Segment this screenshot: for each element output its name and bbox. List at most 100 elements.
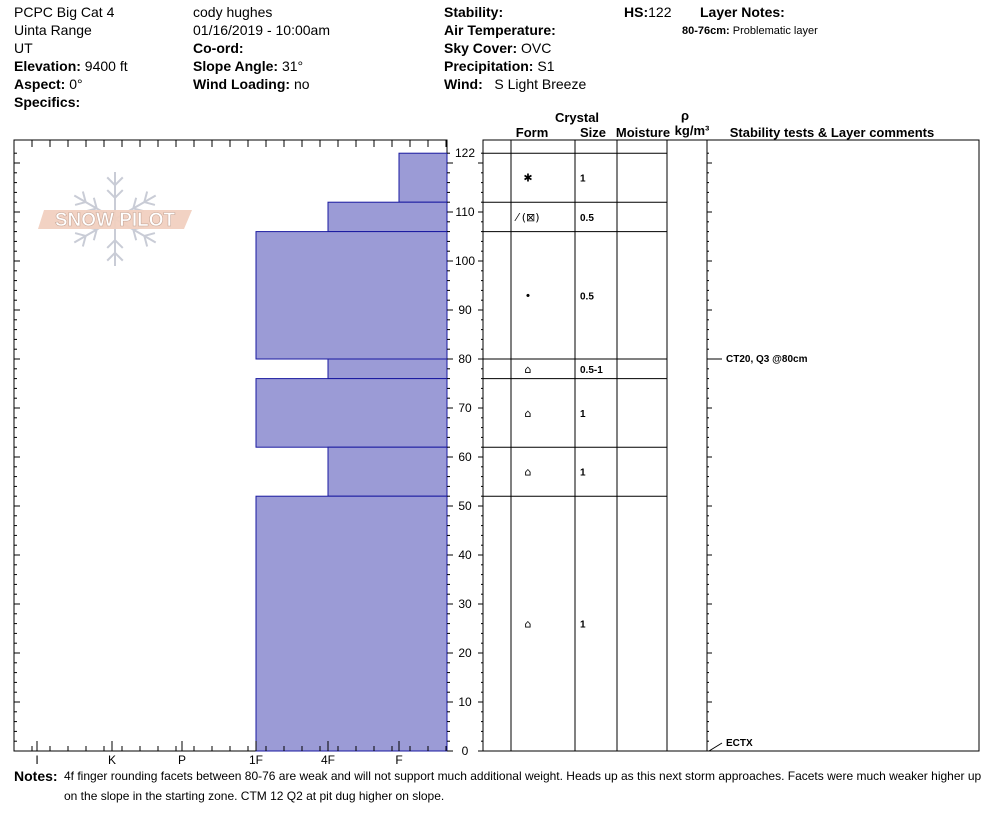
wind-value: S Light Breeze: [494, 76, 587, 92]
elevation-label: Elevation:: [14, 58, 81, 74]
specifics-row: Specifics:: [14, 93, 128, 111]
air-temp-label: Air Temperature:: [444, 22, 556, 38]
precip-row: Precipitation: S1: [444, 57, 586, 75]
crystal-size-value: 1: [580, 174, 586, 185]
stability-test-label: CT20, Q3 @80cm: [726, 354, 808, 365]
stability-row: Stability:: [444, 3, 586, 21]
height-tick-label: 30: [458, 597, 472, 611]
wind-label: Wind:: [444, 76, 483, 92]
hardness-tick-label: P: [178, 753, 186, 765]
snowflake-branch: [106, 189, 116, 199]
snowflake-branch: [114, 252, 124, 262]
wind-row: Wind: S Light Breeze: [444, 75, 586, 93]
hardness-tick-label: 1F: [249, 753, 263, 765]
snowflake-branch: [114, 189, 124, 199]
slope-label: Slope Angle:: [193, 58, 279, 74]
test-pointer: [708, 742, 723, 752]
precip-value: S1: [537, 58, 555, 74]
crystal-size-value: 0.5: [580, 213, 594, 224]
snowflake-branch: [106, 176, 116, 186]
crystal-size-value: 0.5: [580, 291, 594, 302]
logo-text: SNOW PILOT: [55, 210, 176, 231]
snowflake-branch: [132, 229, 138, 241]
snowflake-branch: [144, 201, 156, 206]
height-tick-label: 20: [458, 646, 472, 660]
snowflake-branch: [144, 232, 156, 237]
crystal-header: Crystal: [555, 110, 599, 125]
snowflake-branch: [74, 201, 86, 206]
height-tick-label: 40: [458, 548, 472, 562]
notes-section: Notes: 4f finger rounding facets between…: [14, 766, 989, 806]
height-tick-label: 80: [458, 352, 472, 366]
snowflake-branch: [114, 239, 124, 249]
snowflake-branch: [143, 235, 149, 247]
hardness-bar: [327, 446, 448, 497]
site-name: PCPC Big Cat 4: [14, 4, 115, 20]
crystal-form-symbol: ⌂: [525, 363, 532, 376]
size-header: Size: [580, 125, 606, 140]
height-tick-label: 100: [455, 254, 475, 268]
hs-row: HS:122: [624, 3, 671, 21]
wind-loading-row: Wind Loading: no: [193, 75, 330, 93]
crystal-size-value: 1: [580, 468, 586, 479]
elevation-row: Elevation: 9400 ft: [14, 57, 128, 75]
specifics-label: Specifics:: [14, 94, 81, 110]
wind-loading-value: no: [293, 76, 310, 92]
header-col-2: cody hughes 01/16/2019 - 10:00am Co-ord:…: [193, 3, 330, 93]
header-col-3: Stability: Air Temperature: Sky Cover: O…: [444, 3, 586, 93]
height-tick-label: 90: [458, 303, 472, 317]
coord-label: Co-ord:: [193, 40, 244, 56]
notes-label: Notes:: [14, 768, 58, 784]
hardness-tick-label: F: [395, 753, 402, 765]
height-tick-label: 50: [458, 499, 472, 513]
height-tick-label: 0: [462, 744, 469, 758]
hardness-bar: [255, 378, 448, 448]
range-name: Uinta Range: [14, 22, 92, 38]
slope-row: Slope Angle: 31°: [193, 57, 330, 75]
crystal-size-value: 1: [580, 620, 586, 631]
sky-row: Sky Cover: OVC: [444, 39, 586, 57]
crystal-size-value: 0.5-1: [580, 365, 603, 376]
snow-profile-chart: SNOW PILOT Crystal Form Size Moisture ρ …: [13, 108, 980, 765]
hardness-tick-label: I: [35, 753, 38, 765]
snowflake-branch: [106, 239, 116, 249]
stability-test-label: ECTX: [726, 738, 753, 749]
snowflake-branch: [74, 232, 86, 237]
hardness-bar: [327, 201, 448, 233]
hardness-bar: [255, 231, 448, 360]
aspect-row: Aspect: 0°: [14, 75, 128, 93]
stability-header: Stability tests & Layer comments: [730, 125, 934, 140]
header-col-1: PCPC Big Cat 4 Uinta Range UT Elevation:…: [14, 3, 128, 111]
elevation-value: 9400 ft: [84, 58, 128, 74]
hardness-bar: [327, 358, 448, 380]
crystal-form-symbol: ⌂: [525, 407, 532, 420]
crystal-size-value: 1: [580, 409, 586, 420]
height-tick-label: 60: [458, 450, 472, 464]
aspect-label: Aspect:: [14, 76, 66, 92]
hs-value: 122: [648, 4, 672, 20]
layer-note-range: 80-76cm:: [682, 25, 730, 37]
crystal-form-symbol: ✱: [523, 172, 532, 185]
snowflake-branch: [92, 229, 98, 241]
coord-row: Co-ord:: [193, 39, 330, 57]
precip-label: Precipitation:: [444, 58, 534, 74]
hardness-bar: [398, 152, 448, 203]
slope-value: 31°: [281, 58, 304, 74]
notes-text: 4f finger rounding facets between 80-76 …: [64, 769, 982, 803]
layer-notes-label: Layer Notes:: [700, 4, 785, 20]
logo-banner: [38, 210, 192, 229]
snowflake-branch: [114, 176, 124, 186]
layer-notes-heading: Layer Notes:: [700, 3, 785, 21]
snowflake-branch: [132, 197, 138, 209]
sky-label: Sky Cover:: [444, 40, 518, 56]
stability-label: Stability:: [444, 4, 504, 20]
density-header: kg/m³: [675, 123, 710, 138]
air-temp-row: Air Temperature:: [444, 21, 586, 39]
height-tick-label: 110: [455, 205, 474, 219]
state-name: UT: [14, 40, 33, 56]
hardness-tick-label: K: [108, 753, 116, 765]
hardness-tick-label: 4F: [321, 753, 335, 765]
wind-loading-label: Wind Loading:: [193, 76, 291, 92]
rho-header: ρ: [681, 108, 689, 123]
layer-table-frame: [482, 139, 980, 752]
